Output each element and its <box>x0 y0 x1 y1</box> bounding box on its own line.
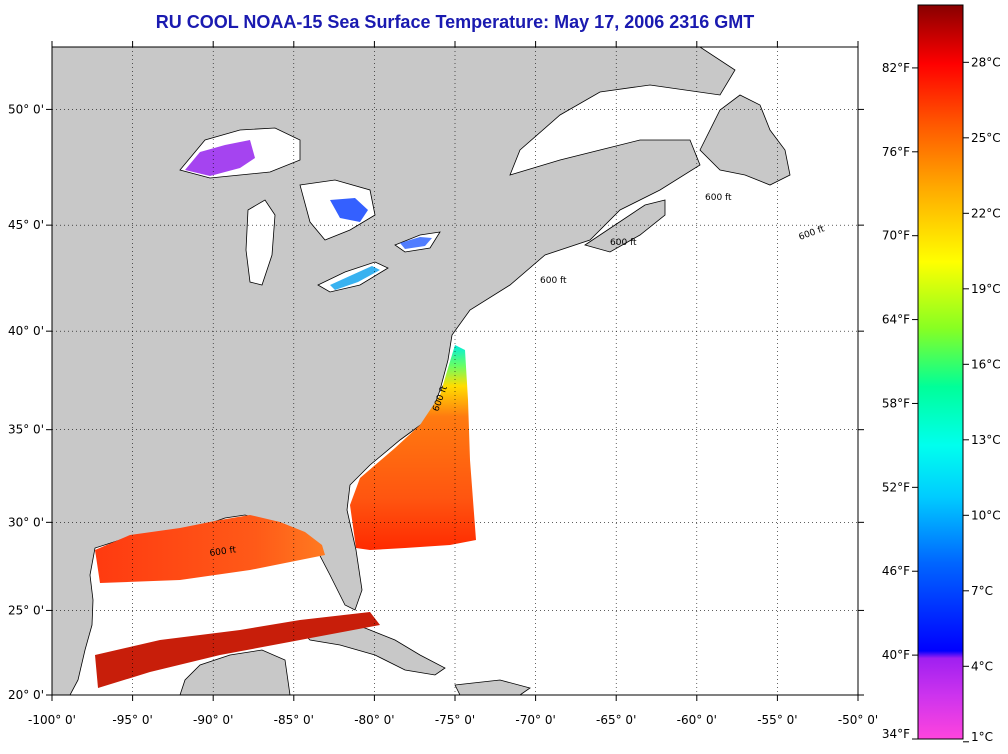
sst-lake-huron <box>330 198 368 222</box>
lat-label: 25° 0' <box>8 603 44 617</box>
sst-lake-ontario <box>400 237 432 249</box>
plot-frame <box>51 46 859 696</box>
map-title: RU COOL NOAA-15 Sea Surface Temperature:… <box>155 12 755 32</box>
sst-lake-erie <box>330 266 380 290</box>
colorbar-f-label: 76°F <box>882 145 910 159</box>
lat-label: 30° 0' <box>8 515 44 529</box>
lon-label: -55° 0' <box>757 713 797 727</box>
lon-label: -60° 0' <box>677 713 717 727</box>
land-hispaniola <box>454 679 531 695</box>
lon-label: -70° 0' <box>515 713 555 727</box>
contour-label: 600 ft <box>705 193 732 203</box>
colorbar-c-label: 13°C <box>971 433 1001 447</box>
land-newfoundland <box>699 94 791 186</box>
contour-label: 600 ft <box>540 276 567 286</box>
lat-label: 50° 0' <box>8 102 44 116</box>
lon-label: -100° 0' <box>28 713 76 727</box>
longitude-labels: -100° 0' -95° 0' -90° 0' -85° 0' -80° 0' -75°… <box>28 713 878 727</box>
colorbar-c-label: 22°C <box>971 206 1001 220</box>
land-north-america <box>52 47 736 695</box>
latitude-labels: 20° 0' 25° 0' 30° 0' 35° 0' 40° 0' 45° 0' 50° … <box>8 102 44 702</box>
lon-label: -75° 0' <box>435 713 475 727</box>
lat-label: 20° 0' <box>8 688 44 702</box>
sst-gulf-swath <box>95 515 325 583</box>
lon-label: -50° 0' <box>838 713 878 727</box>
lon-label: -65° 0' <box>596 713 636 727</box>
colorbar-c-label: 7°C <box>971 584 993 598</box>
colorbar-c-label: 10°C <box>971 508 1001 522</box>
colorbar-c-label: 16°C <box>971 357 1001 371</box>
colorbar-f-label: 58°F <box>882 396 910 410</box>
colorbar-f-label: 52°F <box>882 480 910 494</box>
lon-label: -80° 0' <box>354 713 394 727</box>
graticule-grid <box>46 41 864 701</box>
sst-eastcoast-swath <box>350 345 476 550</box>
lon-label: -90° 0' <box>193 713 233 727</box>
colorbar-f-label: 40°F <box>882 648 910 662</box>
colorbar-f-label: 82°F <box>882 61 910 75</box>
colorbar-f-label: 64°F <box>882 313 910 327</box>
colorbar-fahrenheit-labels: 82°F 76°F 70°F 64°F 58°F 52°F 46°F 40°F 34°F <box>882 61 918 741</box>
sst-lake-superior <box>185 140 255 176</box>
colorbar-c-label: 1°C <box>971 730 993 744</box>
colorbar-c-label: 25°C <box>971 131 1001 145</box>
lon-label: -85° 0' <box>274 713 314 727</box>
land-yucatan <box>179 649 291 695</box>
colorbar-f-label: 46°F <box>882 564 910 578</box>
colorbar-f-label: 34°F <box>882 727 910 741</box>
colorbar-c-label: 19°C <box>971 282 1001 296</box>
temperature-colorbar <box>917 4 964 740</box>
colorbar-c-label: 28°C <box>971 55 1001 69</box>
colorbar-celsius-labels: 28°C 25°C 22°C 19°C 16°C 13°C 10°C 7°C 4°C 1°C <box>963 55 1001 744</box>
lat-label: 35° 0' <box>8 423 44 437</box>
colorbar-c-label: 4°C <box>971 659 993 673</box>
lat-label: 40° 0' <box>8 324 44 338</box>
lon-label: -95° 0' <box>112 713 152 727</box>
lat-label: 45° 0' <box>8 218 44 232</box>
sst-caribbean-swath <box>95 612 380 688</box>
land-nova-scotia <box>584 199 666 253</box>
colorbar-f-label: 70°F <box>882 229 910 243</box>
contour-label: 600 ft <box>610 238 637 248</box>
contour-label: 600 ft <box>209 545 237 559</box>
